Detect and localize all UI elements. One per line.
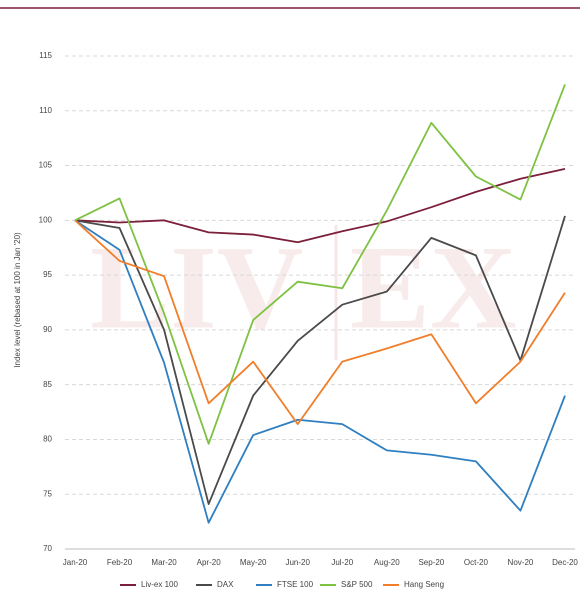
y-tick-label: 85 [43,380,52,389]
y-tick-label: 70 [43,544,52,553]
y-tick-label: 75 [43,489,52,498]
y-tick-label: 110 [39,106,52,115]
series-line [74,167,566,244]
y-tick-label: 90 [43,325,52,334]
x-tick-label: Aug-20 [374,558,400,567]
y-tick-label: 80 [43,435,52,444]
series-line [74,219,566,426]
x-tick-label: May-20 [240,558,267,567]
x-tick-label: Nov-20 [508,558,534,567]
x-tick-label: Feb-20 [107,558,133,567]
legend-label: DAX [217,580,234,589]
series-line [74,219,566,524]
x-tick-label: Mar-20 [151,558,177,567]
series-line [74,84,566,445]
y-tick-label: 100 [39,215,53,224]
legend-label: S&P 500 [341,580,373,589]
legend-label: FTSE 100 [277,580,314,589]
legend-label: Hang Seng [404,580,444,589]
x-tick-label: Oct-20 [464,558,489,567]
y-tick-label: 105 [39,161,53,170]
x-tick-label: Jul-20 [331,558,353,567]
x-tick-label: Dec-20 [552,558,578,567]
x-tick-label: Jan-20 [63,558,88,567]
legend-label: Liv-ex 100 [141,580,178,589]
y-tick-label: 95 [43,270,52,279]
x-tick-label: Jun-20 [285,558,310,567]
x-tick-label: Apr-20 [197,558,222,567]
series-line [74,215,566,505]
x-tick-label: Sep-20 [418,558,444,567]
watermark-left: LIV [90,221,303,354]
y-tick-label: 115 [39,51,52,60]
y-axis-label: Index level (rebased at 100 in Jan '20) [13,232,22,368]
watermark-right: EX [350,221,517,354]
